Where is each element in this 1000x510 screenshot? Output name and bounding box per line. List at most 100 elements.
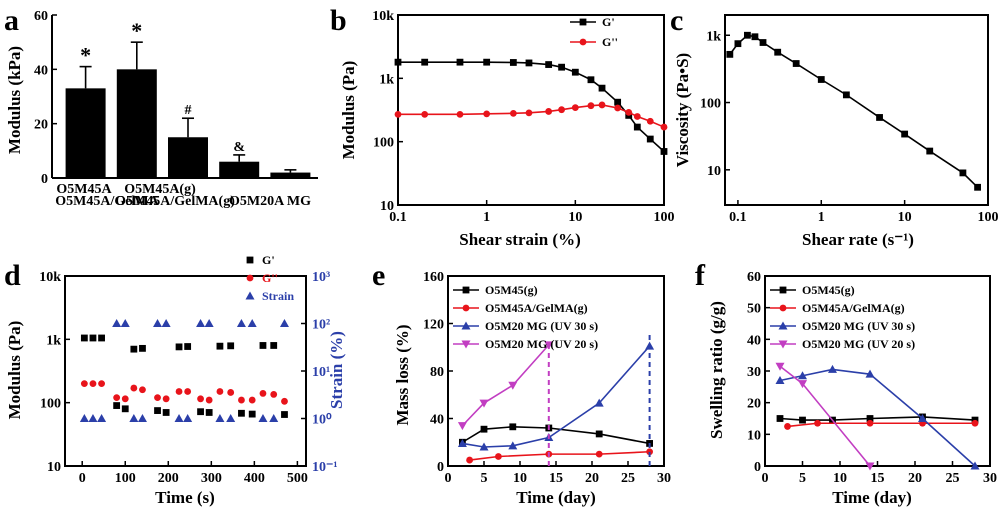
data-point-f-3-0	[775, 362, 785, 371]
series-line-b-1	[398, 104, 665, 128]
y-tick-label-a-3: 60	[34, 9, 48, 24]
y-tick-label-f-4: 40	[747, 333, 761, 348]
panel-label-e: e	[372, 259, 385, 292]
data-point-f-2-2	[828, 364, 837, 373]
legend-label-d-1: G''	[262, 271, 278, 285]
x-category-label-a-0: O5M45A	[56, 182, 112, 197]
legend-label-f-0: O5M45(g)	[802, 283, 855, 297]
data-point-d-0-0	[80, 334, 88, 342]
data-point-b-1-9	[587, 102, 595, 110]
x-category-label-a-1: O5M45A/GelMA	[55, 194, 159, 209]
y-tick-label-a-0: 0	[41, 172, 48, 187]
data-point-b-1-0	[394, 110, 402, 118]
legend-marker-d-0	[246, 256, 254, 264]
data-point-d-1-1	[89, 380, 97, 388]
y-tick-label-b-2: 1k	[379, 72, 394, 87]
data-point-b-1-7	[558, 106, 565, 114]
data-point-d-0-13	[216, 342, 224, 350]
data-point-e-3-0	[457, 422, 467, 431]
x-tick-label-b-2: 10	[568, 210, 582, 225]
series-line-c-0	[729, 34, 979, 188]
data-point-b-0-5	[525, 59, 533, 67]
data-point-d-1-14	[227, 389, 235, 396]
data-point-b-0-1	[421, 58, 429, 66]
data-point-d-0-3	[113, 402, 121, 409]
xlabel-d: Time (s)	[155, 488, 215, 507]
y-tick-label-b-1: 100	[373, 136, 394, 151]
data-point-d-0-9	[175, 343, 183, 351]
x-tick-label-e-2: 10	[513, 471, 527, 486]
data-point-d-1-5	[130, 384, 138, 392]
x-tick-label-e-4: 20	[585, 471, 599, 486]
x-tick-label-f-1: 5	[799, 471, 806, 486]
plot-frame-b	[397, 14, 665, 206]
data-point-c-0-4	[759, 39, 767, 46]
data-point-b-0-2	[456, 58, 464, 66]
annotation-a-3: &	[233, 140, 245, 155]
data-point-d-2-8	[161, 319, 171, 327]
legend-marker-d-2	[245, 291, 255, 300]
data-point-c-0-9	[876, 114, 883, 121]
data-point-d-2-7	[153, 319, 163, 327]
data-point-e-2-4	[594, 398, 604, 407]
legend-marker-e-3	[461, 340, 471, 349]
data-point-b-0-6	[545, 61, 553, 68]
legend-label-e-0: O5M45(g)	[485, 283, 538, 297]
series-line-f-3	[779, 365, 871, 467]
bar-a-4	[270, 172, 311, 178]
data-point-f-1-1	[814, 419, 821, 427]
ylabel-e: Mass loss (%)	[393, 324, 412, 425]
data-point-f-1-4	[971, 419, 979, 427]
y-tick-label-d-0: 10	[47, 460, 61, 475]
data-point-d-2-3	[112, 319, 122, 327]
data-point-f-0-1	[799, 416, 806, 424]
data-point-c-0-12	[959, 169, 967, 177]
data-point-f-3-1	[798, 380, 807, 389]
series-line-b-0	[398, 61, 665, 153]
data-point-b-0-4	[509, 59, 517, 66]
y-tick-label-d-3: 10k	[39, 270, 61, 285]
data-point-d-0-15	[238, 409, 245, 417]
x-tick-label-f-3: 15	[871, 471, 885, 486]
x-tick-label-b-0: 0.1	[389, 210, 407, 225]
series-line-e-0	[461, 426, 650, 445]
legend-marker-b-0	[579, 18, 587, 26]
legend-marker-f-1	[779, 304, 787, 312]
data-point-b-0-11	[614, 98, 622, 106]
x-tick-label-e-3: 15	[549, 471, 563, 486]
data-point-d-1-12	[205, 396, 213, 404]
legend-label-f-2: O5M20 MG (UV 30 s)	[802, 319, 915, 333]
xlabel-c: Shear rate (s⁻¹)	[802, 230, 914, 249]
x-tick-label-d-3: 300	[201, 471, 222, 486]
data-point-b-0-9	[587, 76, 595, 84]
y-tick-label-b-0: 10	[380, 199, 394, 214]
y-tick-label-f-1: 10	[747, 428, 761, 443]
annotation-a-0: *	[80, 43, 91, 68]
data-point-c-0-7	[817, 76, 825, 83]
y-tick-label-f-3: 30	[747, 365, 761, 380]
y-tick-label-c-0: 10	[707, 164, 721, 179]
data-point-c-0-1	[734, 40, 742, 48]
data-point-c-0-5	[774, 48, 782, 56]
data-point-b-1-6	[545, 108, 553, 115]
data-point-d-1-7	[154, 394, 161, 402]
x-category-label-a-4: O5M20A MG	[229, 194, 311, 209]
data-point-d-0-5	[130, 345, 138, 353]
data-point-f-3-2	[865, 462, 875, 471]
data-point-b-1-14	[646, 117, 654, 125]
data-point-d-1-11	[197, 395, 204, 403]
data-point-d-2-0	[79, 414, 89, 422]
x-tick-label-d-0: 0	[79, 471, 86, 486]
data-point-d-2-16	[247, 319, 257, 327]
x-tick-label-c-1: 1	[818, 210, 825, 225]
xlabel-e: Time (day)	[516, 488, 596, 507]
y-tick-label-c-1: 100	[700, 97, 721, 112]
data-point-b-1-2	[456, 110, 464, 118]
data-point-e-0-4	[595, 430, 603, 438]
y2-tick-label-d-2: 10¹	[312, 365, 330, 380]
data-point-b-1-4	[509, 109, 517, 117]
bar-a-3	[219, 161, 260, 178]
series-line-e-3	[461, 344, 550, 427]
data-point-d-2-19	[279, 319, 289, 327]
data-point-b-1-11	[614, 104, 622, 112]
